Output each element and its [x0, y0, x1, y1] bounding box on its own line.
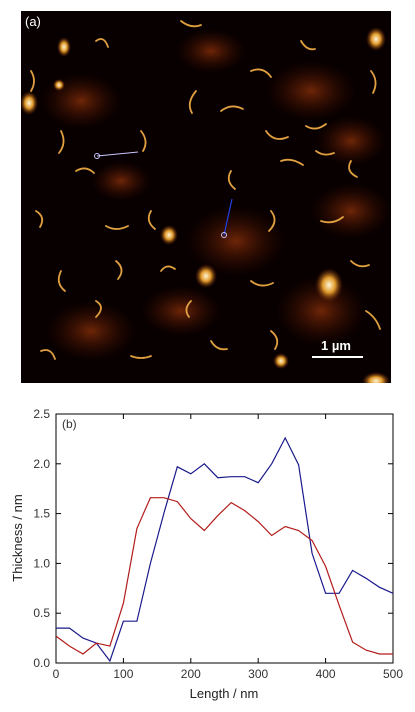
dim-flake-regions — [41, 29, 391, 361]
afm-height-map — [21, 20, 391, 383]
plot-frame — [55, 413, 394, 664]
series-line-2 — [55, 497, 393, 655]
x-tick-label: 200 — [181, 667, 201, 681]
thickness-profile-chart: (b) 0 100 200 300 400 500 0.00.51.01.52.02.5 … — [10, 407, 403, 701]
afm-image-panel: (a) 1 µm — [21, 11, 391, 383]
y-tick-label: 2.5 — [33, 407, 50, 421]
flake-edges — [30, 20, 381, 360]
scale-bar-label: 1 µm — [321, 338, 351, 353]
x-axis-title: Length / nm — [190, 686, 259, 701]
panel-b-label: (b) — [62, 417, 77, 431]
x-tick-label: 100 — [113, 667, 133, 681]
panel-a-label: (a) — [25, 14, 41, 29]
y-tick-label: 2.0 — [33, 457, 50, 471]
x-tick-label: 300 — [248, 667, 268, 681]
y-axis: 0.0 0.5 1.0 1.5 2.0 2.5 — [33, 407, 393, 670]
y-tick-label: 0.5 — [33, 606, 50, 620]
y-tick-label: 0.0 — [33, 656, 50, 670]
bright-flakes — [21, 27, 390, 383]
series-line-1 — [56, 436, 394, 663]
scale-bar — [312, 356, 363, 358]
y-tick-label: 1.5 — [33, 507, 50, 521]
y-axis-title: Thickness / nm — [10, 494, 25, 581]
profile-line-1 — [94, 151, 139, 159]
x-axis: 0 100 200 300 400 500 — [53, 414, 403, 681]
x-tick-label: 400 — [316, 667, 336, 681]
x-tick-label: 500 — [383, 667, 403, 681]
profile-line-2 — [221, 198, 233, 238]
y-tick-label: 1.0 — [33, 556, 50, 570]
x-tick-label: 0 — [53, 667, 60, 681]
series-lines — [55, 436, 394, 663]
